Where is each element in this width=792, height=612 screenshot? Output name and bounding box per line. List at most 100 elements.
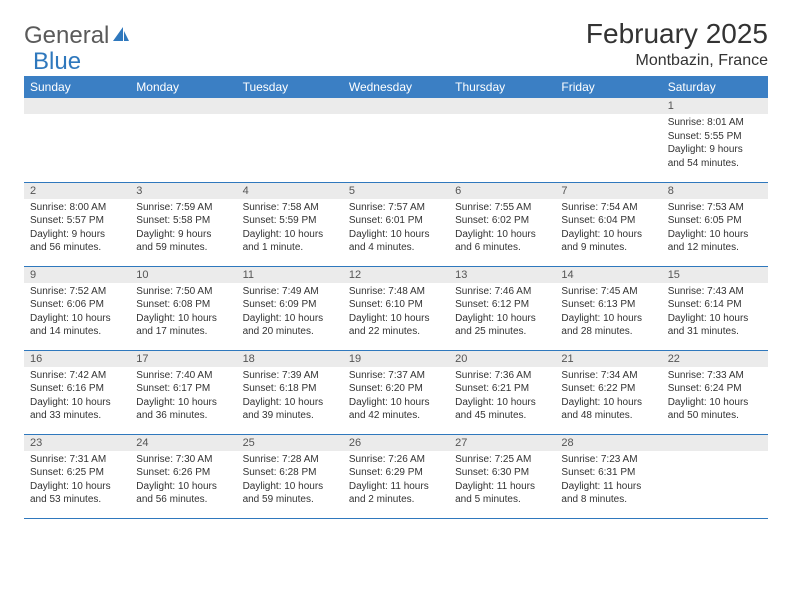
day-body: Sunrise: 7:55 AMSunset: 6:02 PMDaylight:… <box>449 199 555 259</box>
sunrise-line: Sunrise: 7:45 AM <box>561 285 655 299</box>
daylight-line: Daylight: 10 hours and 53 minutes. <box>30 480 124 507</box>
day-cell <box>343 98 449 182</box>
day-cell: 26Sunrise: 7:26 AMSunset: 6:29 PMDayligh… <box>343 434 449 518</box>
daylight-line: Daylight: 10 hours and 59 minutes. <box>243 480 337 507</box>
day-body: Sunrise: 7:36 AMSunset: 6:21 PMDaylight:… <box>449 367 555 427</box>
daylight-line: Daylight: 10 hours and 56 minutes. <box>136 480 230 507</box>
sunrise-line: Sunrise: 7:28 AM <box>243 453 337 467</box>
sunrise-line: Sunrise: 7:50 AM <box>136 285 230 299</box>
daylight-line: Daylight: 10 hours and 33 minutes. <box>30 396 124 423</box>
day-number: 27 <box>449 435 555 451</box>
day-body: Sunrise: 7:33 AMSunset: 6:24 PMDaylight:… <box>662 367 768 427</box>
day-header-row: Sunday Monday Tuesday Wednesday Thursday… <box>24 76 768 98</box>
daylight-line: Daylight: 10 hours and 45 minutes. <box>455 396 549 423</box>
daylight-line: Daylight: 10 hours and 9 minutes. <box>561 228 655 255</box>
sunrise-line: Sunrise: 7:55 AM <box>455 201 549 215</box>
sunrise-line: Sunrise: 7:31 AM <box>30 453 124 467</box>
day-cell: 8Sunrise: 7:53 AMSunset: 6:05 PMDaylight… <box>662 182 768 266</box>
daylight-line: Daylight: 10 hours and 1 minute. <box>243 228 337 255</box>
day-number: 7 <box>555 183 661 199</box>
day-cell: 11Sunrise: 7:49 AMSunset: 6:09 PMDayligh… <box>237 266 343 350</box>
day-body: Sunrise: 7:28 AMSunset: 6:28 PMDaylight:… <box>237 451 343 511</box>
day-body: Sunrise: 7:37 AMSunset: 6:20 PMDaylight:… <box>343 367 449 427</box>
daylight-line: Daylight: 11 hours and 8 minutes. <box>561 480 655 507</box>
sunset-line: Sunset: 6:21 PM <box>455 382 549 396</box>
day-cell: 13Sunrise: 7:46 AMSunset: 6:12 PMDayligh… <box>449 266 555 350</box>
daylight-line: Daylight: 10 hours and 42 minutes. <box>349 396 443 423</box>
day-number: 20 <box>449 351 555 367</box>
sunrise-line: Sunrise: 8:01 AM <box>668 116 762 130</box>
day-cell <box>237 98 343 182</box>
daylight-line: Daylight: 10 hours and 28 minutes. <box>561 312 655 339</box>
day-cell: 24Sunrise: 7:30 AMSunset: 6:26 PMDayligh… <box>130 434 236 518</box>
week-row: 1 Sunrise: 8:01 AMSunset: 5:55 PMDaylight… <box>24 98 768 182</box>
daylight-line: Daylight: 11 hours and 5 minutes. <box>455 480 549 507</box>
day-body: Sunrise: 7:46 AMSunset: 6:12 PMDaylight:… <box>449 283 555 343</box>
sunrise-line: Sunrise: 7:53 AM <box>668 201 762 215</box>
sunrise-line: Sunrise: 7:25 AM <box>455 453 549 467</box>
sunrise-line: Sunrise: 7:26 AM <box>349 453 443 467</box>
sunset-line: Sunset: 6:09 PM <box>243 298 337 312</box>
day-body: Sunrise: 7:52 AMSunset: 6:06 PMDaylight:… <box>24 283 130 343</box>
daylight-line: Daylight: 10 hours and 48 minutes. <box>561 396 655 423</box>
day-body: Sunrise: 8:00 AMSunset: 5:57 PMDaylight:… <box>24 199 130 259</box>
day-number: 9 <box>24 267 130 283</box>
day-number: 13 <box>449 267 555 283</box>
daylight-line: Daylight: 9 hours and 54 minutes. <box>668 143 762 170</box>
day-number: 3 <box>130 183 236 199</box>
day-body: Sunrise: 7:50 AMSunset: 6:08 PMDaylight:… <box>130 283 236 343</box>
daylight-line: Daylight: 10 hours and 39 minutes. <box>243 396 337 423</box>
sunset-line: Sunset: 6:12 PM <box>455 298 549 312</box>
day-cell: 17Sunrise: 7:40 AMSunset: 6:17 PMDayligh… <box>130 350 236 434</box>
calendar-table: Sunday Monday Tuesday Wednesday Thursday… <box>24 76 768 519</box>
day-number: 26 <box>343 435 449 451</box>
sunset-line: Sunset: 6:25 PM <box>30 466 124 480</box>
sunrise-line: Sunrise: 7:39 AM <box>243 369 337 383</box>
day-body: Sunrise: 7:49 AMSunset: 6:09 PMDaylight:… <box>237 283 343 343</box>
day-body: Sunrise: 7:42 AMSunset: 6:16 PMDaylight:… <box>24 367 130 427</box>
week-row: 9Sunrise: 7:52 AMSunset: 6:06 PMDaylight… <box>24 266 768 350</box>
day-number: 15 <box>662 267 768 283</box>
sunrise-line: Sunrise: 7:37 AM <box>349 369 443 383</box>
logo-text-2: Blue <box>33 48 81 76</box>
day-cell: 9Sunrise: 7:52 AMSunset: 6:06 PMDaylight… <box>24 266 130 350</box>
day-cell: 6Sunrise: 7:55 AMSunset: 6:02 PMDaylight… <box>449 182 555 266</box>
daylight-line: Daylight: 10 hours and 20 minutes. <box>243 312 337 339</box>
day-cell: 28Sunrise: 7:23 AMSunset: 6:31 PMDayligh… <box>555 434 661 518</box>
day-body: Sunrise: 7:45 AMSunset: 6:13 PMDaylight:… <box>555 283 661 343</box>
day-number: 6 <box>449 183 555 199</box>
day-cell: 19Sunrise: 7:37 AMSunset: 6:20 PMDayligh… <box>343 350 449 434</box>
sunrise-line: Sunrise: 7:43 AM <box>668 285 762 299</box>
day-number: 5 <box>343 183 449 199</box>
daylight-line: Daylight: 10 hours and 25 minutes. <box>455 312 549 339</box>
sunset-line: Sunset: 6:05 PM <box>668 214 762 228</box>
day-cell: 15Sunrise: 7:43 AMSunset: 6:14 PMDayligh… <box>662 266 768 350</box>
sunrise-line: Sunrise: 7:36 AM <box>455 369 549 383</box>
daylight-line: Daylight: 10 hours and 50 minutes. <box>668 396 762 423</box>
sunset-line: Sunset: 6:18 PM <box>243 382 337 396</box>
day-number: 11 <box>237 267 343 283</box>
daylight-line: Daylight: 10 hours and 36 minutes. <box>136 396 230 423</box>
day-number: 28 <box>555 435 661 451</box>
sunrise-line: Sunrise: 8:00 AM <box>30 201 124 215</box>
sunrise-line: Sunrise: 7:58 AM <box>243 201 337 215</box>
day-cell: 27Sunrise: 7:25 AMSunset: 6:30 PMDayligh… <box>449 434 555 518</box>
sunset-line: Sunset: 6:20 PM <box>349 382 443 396</box>
sail-icon <box>111 22 131 50</box>
col-friday: Friday <box>555 76 661 98</box>
day-body: Sunrise: 7:30 AMSunset: 6:26 PMDaylight:… <box>130 451 236 511</box>
sunrise-line: Sunrise: 7:33 AM <box>668 369 762 383</box>
col-thursday: Thursday <box>449 76 555 98</box>
day-body: Sunrise: 7:23 AMSunset: 6:31 PMDaylight:… <box>555 451 661 511</box>
week-row: 2Sunrise: 8:00 AMSunset: 5:57 PMDaylight… <box>24 182 768 266</box>
day-cell: 7Sunrise: 7:54 AMSunset: 6:04 PMDaylight… <box>555 182 661 266</box>
day-body: Sunrise: 7:59 AMSunset: 5:58 PMDaylight:… <box>130 199 236 259</box>
sunset-line: Sunset: 6:13 PM <box>561 298 655 312</box>
day-cell: 25Sunrise: 7:28 AMSunset: 6:28 PMDayligh… <box>237 434 343 518</box>
day-number: 1 <box>662 98 768 114</box>
sunset-line: Sunset: 5:58 PM <box>136 214 230 228</box>
sunset-line: Sunset: 6:24 PM <box>668 382 762 396</box>
sunset-line: Sunset: 5:55 PM <box>668 130 762 144</box>
col-tuesday: Tuesday <box>237 76 343 98</box>
day-number: 12 <box>343 267 449 283</box>
